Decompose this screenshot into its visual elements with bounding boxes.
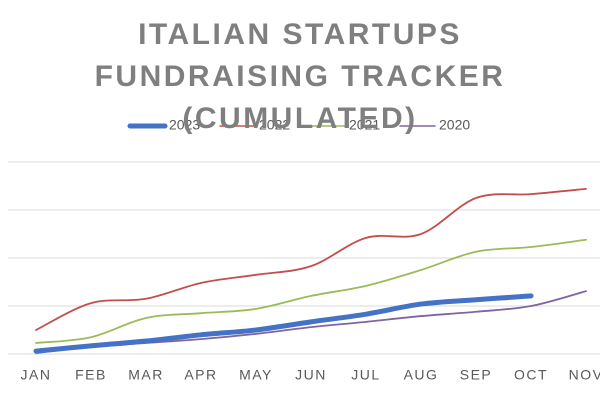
x-tick-label: JUN [295,367,327,383]
chart-title: ITALIAN STARTUPS FUNDRAISING TRACKER (CU… [94,18,506,135]
x-tick-label: OCT [514,367,548,383]
x-tick-label: JAN [21,367,52,383]
x-tick-label: AUG [404,367,439,383]
x-tick-label: JUL [351,367,380,383]
series-line [33,293,534,354]
legend-label: 2022 [259,117,290,133]
x-tick-label: MAR [128,367,164,383]
x-tick-label: NOV [569,367,600,383]
x-tick-label: FEB [75,367,107,383]
legend-label: 2023 [169,117,200,133]
legend-label: 2021 [349,117,380,133]
series-line [35,187,587,331]
x-tick-label: APR [184,367,217,383]
x-tick-label: SEP [460,367,493,383]
series-line [35,238,587,344]
legend-label: 2020 [439,117,470,133]
x-tick-label: MAY [239,367,273,383]
